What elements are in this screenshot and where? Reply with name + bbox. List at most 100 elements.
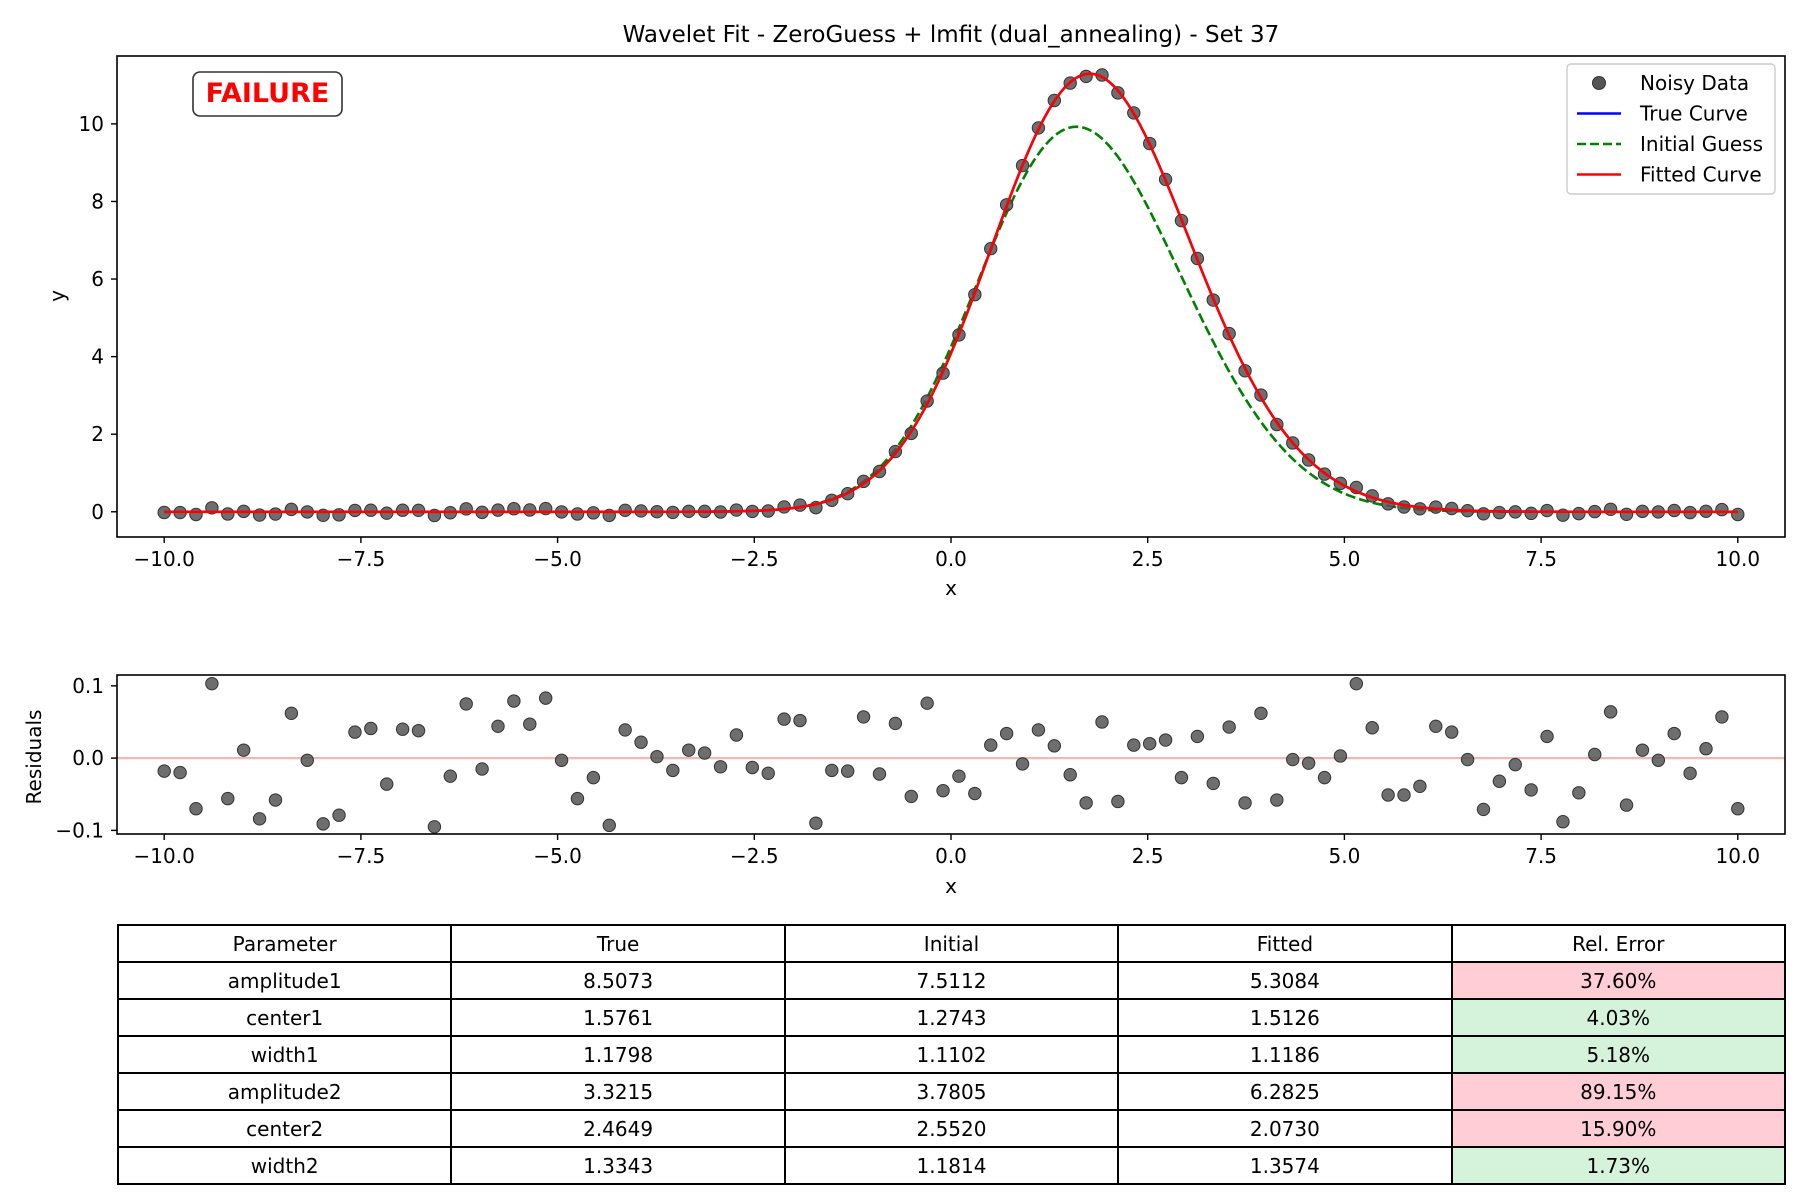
residual-point [221, 791, 235, 806]
series-true-curve [164, 72, 1738, 513]
residual-x-tick-label: 10.0 [1716, 844, 1761, 868]
residual-point [443, 769, 458, 783]
data-point [491, 503, 505, 517]
residual-x-tick-label: 5.0 [1328, 844, 1360, 868]
param-name: width2 [116, 1146, 453, 1185]
y-tick-label: 6 [91, 267, 104, 291]
residual-point [984, 738, 998, 752]
param-fitted: 5.3084 [1117, 961, 1453, 1000]
data-point [777, 500, 791, 514]
residual-point [840, 764, 855, 778]
residual-point [1317, 770, 1332, 785]
residual-point [713, 760, 728, 774]
param-true: 8.5073 [450, 961, 786, 1000]
data-point [1603, 502, 1618, 516]
residual-point [936, 783, 950, 798]
residual-y-axis-label: Residuals [22, 710, 46, 805]
table-row: width2 1.3343 1.1814 1.3574 1.73% [116, 1146, 1787, 1185]
residual-point [904, 789, 918, 804]
residual-point [380, 777, 394, 791]
param-rel-error: 37.60% [1450, 961, 1787, 1000]
residual-point [189, 802, 203, 816]
residual-point [1031, 723, 1046, 737]
residual-point [554, 753, 569, 767]
data-point [1476, 507, 1491, 521]
data-point [364, 503, 378, 517]
residual-point [1127, 738, 1141, 752]
residual-point [1603, 705, 1618, 719]
param-rel-error: 5.18% [1450, 1035, 1787, 1074]
residual-point [1476, 802, 1491, 817]
data-point [1572, 506, 1586, 521]
residual-point [1397, 788, 1411, 802]
x-tick-label: 5.0 [1328, 547, 1360, 571]
series-initial-guess [164, 125, 1738, 514]
residual-point [1158, 733, 1173, 747]
residual-point [348, 725, 362, 739]
residual-x-tick-label: 2.5 [1132, 844, 1164, 868]
residual-x-tick-label: −2.5 [730, 844, 779, 868]
legend-entry: True Curve [1639, 102, 1748, 126]
residual-point [1142, 736, 1157, 751]
residual-point [236, 743, 251, 757]
param-initial: 1.1814 [783, 1146, 1120, 1185]
residual-point [1731, 802, 1745, 816]
residual-point [1190, 729, 1205, 744]
param-name: width1 [116, 1035, 453, 1074]
x-tick-label: 0.0 [935, 547, 967, 571]
param-true: 2.4649 [450, 1109, 786, 1148]
residual-point [1715, 710, 1729, 724]
param-true: 3.3215 [450, 1072, 786, 1111]
data-point [1715, 502, 1729, 517]
data-point [793, 498, 807, 512]
param-fitted: 6.2825 [1117, 1072, 1453, 1111]
residual-y-tick-label: 0.1 [72, 674, 104, 698]
residual-point [586, 770, 601, 785]
legend-entry: Noisy Data [1640, 71, 1749, 95]
residual-point [1444, 725, 1459, 739]
x-tick-label: −2.5 [730, 547, 779, 571]
residual-point [682, 743, 696, 757]
param-fitted: 1.3574 [1117, 1146, 1453, 1185]
residual-point [459, 697, 473, 711]
residual-point [761, 766, 775, 780]
residual-point [697, 746, 712, 760]
data-point [348, 503, 362, 518]
data-point [268, 507, 283, 521]
y-tick-label: 4 [91, 345, 104, 369]
residual-point [825, 763, 839, 778]
data-point [395, 503, 410, 517]
residual-point [173, 765, 187, 780]
status-badge [192, 71, 343, 117]
residual-point [538, 691, 553, 705]
residual-point [491, 719, 505, 734]
data-point [523, 503, 537, 517]
series-fitted-curve [164, 72, 1738, 514]
residual-point [1635, 743, 1650, 757]
param-fitted: 2.0730 [1117, 1109, 1453, 1148]
data-point [570, 507, 585, 521]
x-tick-label: −7.5 [337, 547, 386, 571]
data-point [411, 503, 426, 518]
residual-x-axis-label: x [945, 874, 957, 898]
param-initial: 1.2743 [783, 998, 1120, 1037]
residual-point [427, 820, 442, 834]
param-fitted: 1.1186 [1117, 1035, 1453, 1074]
residual-point [1365, 721, 1379, 735]
residual-point [252, 812, 267, 826]
residual-point [1413, 779, 1427, 793]
residual-point [1222, 720, 1236, 734]
data-point [380, 506, 394, 520]
residual-point [809, 816, 823, 830]
residual-point [666, 763, 680, 778]
residual-point [332, 808, 346, 822]
table-header-rel-error: Rel. Error [1450, 924, 1787, 963]
residual-x-tick-label: 0.0 [935, 844, 967, 868]
param-rel-error: 15.90% [1450, 1109, 1787, 1148]
residual-point [1063, 768, 1077, 782]
residual-point [1556, 815, 1570, 829]
residual-point [952, 769, 966, 783]
residual-point [316, 817, 330, 831]
